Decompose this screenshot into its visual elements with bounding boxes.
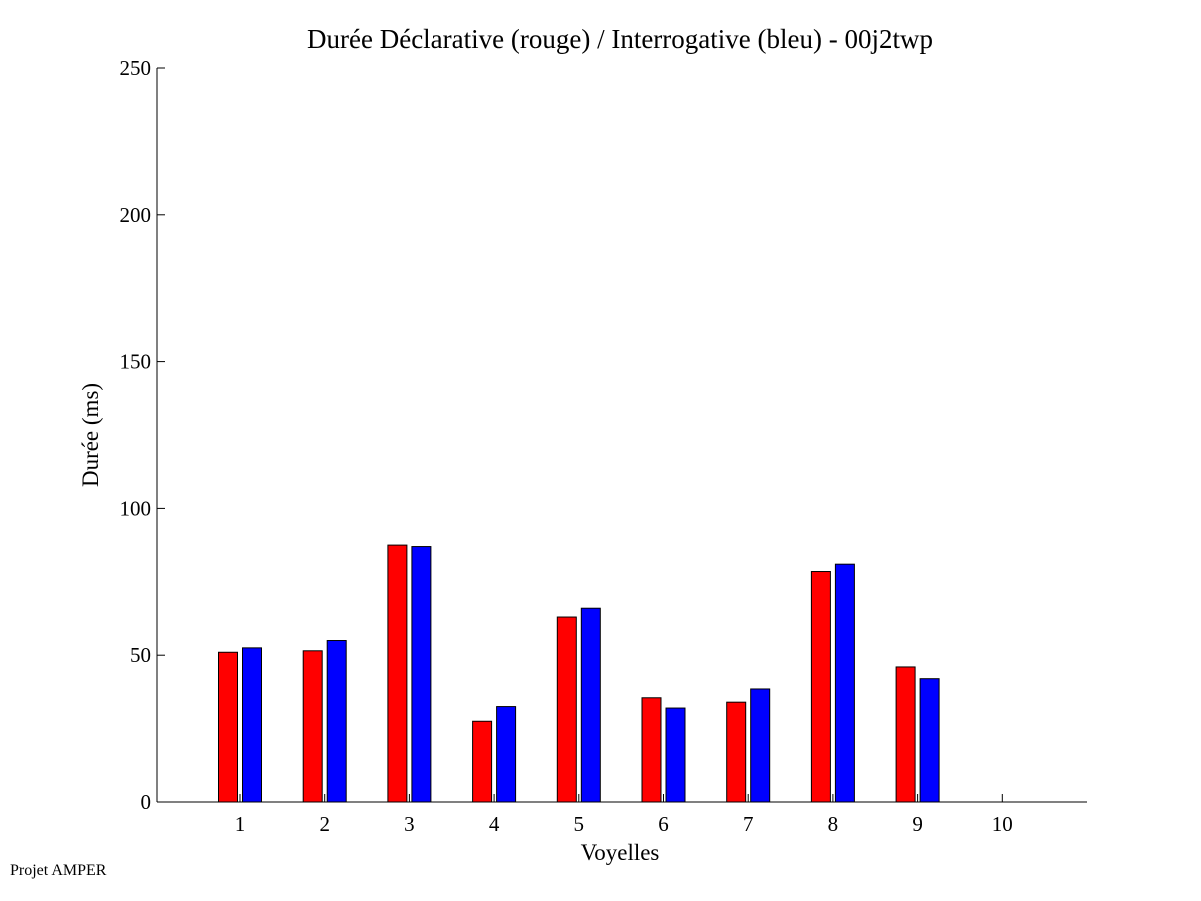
x-tick-label: 5 [574,812,585,836]
bar-series2-1 [242,647,262,803]
bar-series2-7 [750,688,771,803]
chart-title: Durée Déclarative (rouge) / Interrogativ… [307,24,933,54]
y-tick-label: 50 [130,643,151,667]
x-tick-label: 1 [235,812,246,836]
bar-series2-2 [326,640,347,803]
x-axis-label: Voyelles [581,840,660,865]
x-tick-label: 6 [658,812,669,836]
y-tick-label: 100 [120,496,152,520]
bars-group [218,544,940,803]
bar-series1-4 [472,720,493,803]
bar-series1-8 [810,571,831,803]
y-axis-label: Durée (ms) [78,383,103,487]
bar-series2-3 [411,546,432,803]
bar-series1-5 [556,616,577,803]
bar-series1-9 [895,666,916,803]
bar-series2-9 [919,678,940,803]
bar-series2-6 [665,707,686,803]
bar-series1-6 [641,697,662,803]
x-tick-label: 4 [489,812,500,836]
x-tick-label: 9 [912,812,923,836]
x-tick-label: 8 [828,812,839,836]
bar-series2-5 [580,607,601,803]
bar-series2-8 [834,563,855,803]
bar-series1-3 [387,544,408,803]
y-tick-label: 150 [120,350,152,374]
y-tick-label: 250 [120,56,152,80]
footer-credit: Projet AMPER [10,862,107,879]
y-tick-label: 200 [120,203,152,227]
x-tick-label: 10 [992,812,1013,836]
bar-series1-2 [302,650,323,803]
x-tick-label: 3 [404,812,415,836]
x-tick-label: 2 [319,812,330,836]
bar-series1-1 [218,651,238,803]
bar-series2-4 [496,706,517,803]
axes-group: 0 50 100 150 200 250 1 2 3 4 5 6 7 8 9 10 [120,56,1087,836]
y-tick-label: 0 [141,790,152,814]
bar-series1-7 [726,701,747,803]
x-tick-label: 7 [743,812,754,836]
